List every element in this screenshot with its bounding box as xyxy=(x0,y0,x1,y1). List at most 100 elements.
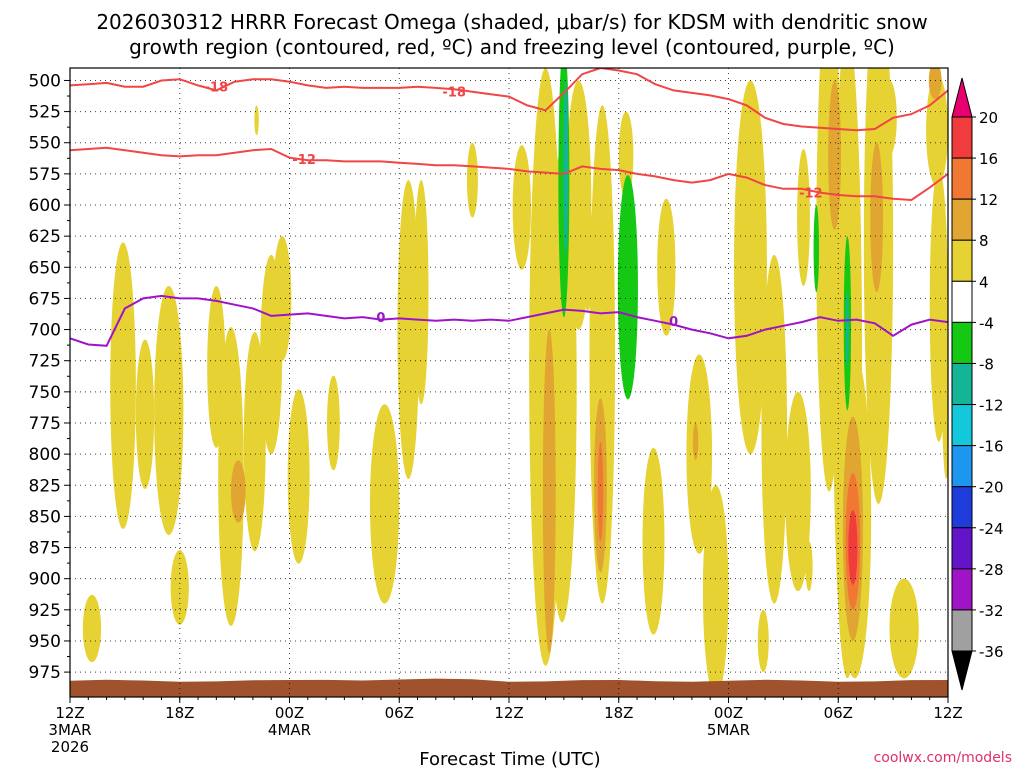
omega-blob-4 xyxy=(761,254,788,604)
x-tick-label: 00Z xyxy=(714,704,743,722)
omega-blob-4 xyxy=(926,74,948,187)
y-tick-label: 550 xyxy=(29,134,61,154)
freezing-level-contour xyxy=(70,294,948,347)
x-tick-label: 06Z xyxy=(385,704,414,722)
colorbar-label: -16 xyxy=(979,438,1004,456)
x-tick-sublabel: 4MAR xyxy=(268,721,311,739)
terrain-ground xyxy=(70,678,948,697)
colorbar: 20 16 12 8 4 -4 -8 -12 -16 -20 -24 -28 -32 -36 xyxy=(951,77,1004,691)
omega-blob-4 xyxy=(369,404,400,604)
omega-blob-4 xyxy=(254,105,259,136)
dendritic-contour-m12 xyxy=(70,146,948,202)
omega-neg-blob-12 xyxy=(845,292,849,367)
omega-neg-blob-8 xyxy=(813,205,820,293)
omega-neg-blob-12 xyxy=(563,80,569,255)
y-tick-label: 800 xyxy=(29,445,61,465)
omega-blob-16 xyxy=(848,510,858,585)
y-tick-label: 975 xyxy=(29,663,61,683)
omega-blob-4 xyxy=(170,550,189,625)
omega-blob-4 xyxy=(154,285,184,536)
plot-area: -18 -18 -12 -12 0 0 xyxy=(70,68,948,697)
colorbar-segment xyxy=(951,280,973,323)
omega-blob-4 xyxy=(889,578,919,679)
y-tick-label: 925 xyxy=(29,601,61,621)
y-tick-label: 725 xyxy=(29,352,61,372)
plot-clip-group: -18 -18 -12 -12 0 0 xyxy=(70,68,948,697)
x-tick-label: 00Z xyxy=(275,704,304,722)
contour-label: -12 xyxy=(799,187,823,202)
omega-blob-4 xyxy=(805,541,813,592)
omega-blob-4 xyxy=(797,148,810,286)
colorbar-segment xyxy=(951,527,973,570)
contour-label: 0 xyxy=(669,315,678,330)
colorbar-label: -28 xyxy=(979,561,1004,579)
y-tick-label: 825 xyxy=(29,476,61,496)
omega-blob-8 xyxy=(692,422,699,461)
omega-blob-8 xyxy=(828,80,841,230)
y-tick-label: 775 xyxy=(29,414,61,434)
colorbar-segment xyxy=(951,116,973,159)
x-tick-year: 2026 xyxy=(51,738,89,756)
omega-blob-4 xyxy=(82,594,102,663)
colorbar-label: 16 xyxy=(979,150,998,168)
omega-blob-4 xyxy=(757,609,769,673)
y-tick-label: 875 xyxy=(29,539,61,559)
omega-blob-4 xyxy=(941,254,948,479)
y-tick-label: 625 xyxy=(29,227,61,247)
colorbar-label: 8 xyxy=(979,232,989,250)
contour-label: -18 xyxy=(205,81,229,96)
x-tick-label: 12Z xyxy=(55,704,84,722)
colorbar-label: -4 xyxy=(979,314,994,332)
omega-blob-4 xyxy=(110,242,136,529)
omega-blob-4 xyxy=(785,391,811,592)
y-tick-label: 575 xyxy=(29,165,61,185)
colorbar-segment xyxy=(951,568,973,611)
omega-blob-4 xyxy=(657,198,676,336)
axes: 500 525 550 575 600 625 650 675 700 725 750 775 800 8… xyxy=(29,67,963,756)
colorbar-label: -36 xyxy=(979,643,1004,661)
omega-blob-4 xyxy=(873,279,884,330)
y-tick-label: 950 xyxy=(29,632,61,652)
colorbar-label: -20 xyxy=(979,479,1004,497)
colorbar-bottom-arrow xyxy=(951,650,973,691)
y-tick-label: 750 xyxy=(29,383,61,403)
x-tick-label: 06Z xyxy=(824,704,853,722)
omega-blob-4 xyxy=(582,198,594,311)
colorbar-segment xyxy=(951,157,973,200)
omega-blob-4 xyxy=(397,180,420,480)
omega-blob-4 xyxy=(882,80,897,156)
colorbar-segment xyxy=(951,404,973,447)
dendritic-contour-m18 xyxy=(70,68,948,132)
colorbar-label: -8 xyxy=(979,355,994,373)
y-tick-label: 600 xyxy=(29,196,61,216)
omega-blob-8 xyxy=(928,68,942,100)
credit-text: coolwx.com/models xyxy=(874,750,1012,766)
omega-blob-4 xyxy=(413,180,429,405)
chart-title-line1: 2026030312 HRRR Forecast Omega (shaded, … xyxy=(96,10,927,34)
colorbar-top-arrow xyxy=(951,77,973,118)
colorbar-label: -32 xyxy=(979,602,1004,620)
omega-neg-blob-8 xyxy=(617,175,638,400)
colorbar-label: -24 xyxy=(979,520,1004,538)
x-tick-sublabel: 3MAR xyxy=(48,721,91,739)
y-tick-label: 525 xyxy=(29,103,61,123)
omega-blob-4 xyxy=(642,447,665,635)
colorbar-label: 4 xyxy=(979,273,989,291)
omega-blob-4 xyxy=(218,327,244,627)
y-tick-label: 900 xyxy=(29,570,61,590)
x-axis-label: Forecast Time (UTC) xyxy=(419,749,600,768)
colorbar-label: 12 xyxy=(979,191,998,209)
omega-blob-12 xyxy=(597,441,604,542)
omega-blob-4 xyxy=(273,236,292,361)
omega-blob-8 xyxy=(870,142,884,293)
colorbar-segment xyxy=(951,609,973,652)
colorbar-label: -12 xyxy=(979,397,1004,415)
omega-blob-4 xyxy=(243,332,266,552)
omega-blob-4 xyxy=(466,142,478,218)
colorbar-segment xyxy=(951,362,973,406)
colorbar-label: 20 xyxy=(979,109,998,127)
contour-label: -18 xyxy=(442,86,466,101)
colorbar-segment xyxy=(951,445,973,488)
